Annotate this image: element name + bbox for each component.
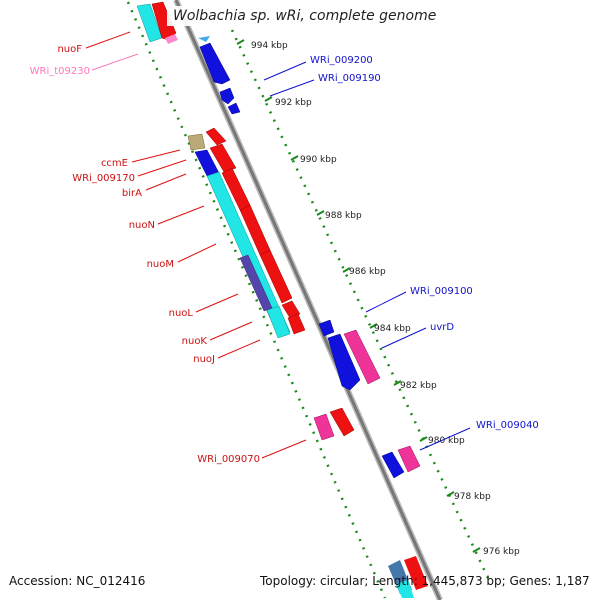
callout-WRi-t09230	[91, 53, 139, 71]
scale-label: 986 kbp	[349, 267, 386, 277]
callout-birA	[145, 173, 187, 191]
callout-uvrD	[381, 327, 427, 349]
feature-blue-tip[interactable]	[198, 36, 210, 42]
callout-WRi-009200	[263, 61, 307, 81]
gene-label-left[interactable]: WRi_t09230	[30, 66, 90, 77]
gene-label-right[interactable]: uvrD	[430, 322, 454, 333]
gene-label-right[interactable]: WRi_009190	[318, 73, 381, 84]
feature-WRi-009190[interactable]	[219, 87, 235, 105]
feature-bottom-red[interactable]	[404, 556, 428, 590]
scale-label: 982 kbp	[400, 381, 437, 391]
scale-ticks	[236, 39, 481, 553]
gene-label-left[interactable]: nuoF	[57, 44, 82, 55]
right-dotted-track	[230, 29, 490, 579]
left-dotted-track	[126, 1, 387, 599]
scale-tick	[264, 96, 273, 102]
callout-nuoN	[157, 205, 205, 225]
feature-red-upper2[interactable]	[209, 143, 237, 173]
scale-tick	[290, 155, 299, 161]
callout-WRi-009190	[269, 79, 315, 97]
gene-label-left[interactable]: birA	[122, 188, 142, 199]
gene-label-right[interactable]: WRi_009100	[410, 286, 473, 297]
genome-backbone	[174, 0, 442, 600]
scale-label: 976 kbp	[483, 547, 520, 557]
accession-label: Accession: NC_012416	[9, 574, 146, 588]
gene-label-right[interactable]: WRi_009040	[476, 420, 539, 431]
callout-nuoF	[85, 31, 131, 49]
feature-WRi-009200[interactable]	[199, 42, 231, 85]
gene-label-left[interactable]: nuoM	[147, 259, 174, 270]
feature-WRi-009070-red[interactable]	[329, 407, 355, 437]
gene-label-left[interactable]: nuoL	[169, 308, 194, 319]
scale-tick	[446, 491, 455, 497]
callout-WRi-009040	[419, 427, 471, 451]
callout-nuoK	[209, 321, 253, 341]
scale-label: 984 kbp	[374, 324, 411, 334]
callout-ccmE	[131, 149, 181, 163]
scale-tick	[393, 380, 402, 386]
scale-label: 978 kbp	[454, 492, 491, 502]
scale-label: 990 kbp	[300, 155, 337, 165]
feature-WRi-009040-pink[interactable]	[397, 445, 421, 473]
feature-ccmE[interactable]	[187, 133, 206, 151]
gene-label-left[interactable]: WRi_009170	[72, 173, 135, 184]
feature-uvrD-blue[interactable]	[327, 333, 361, 391]
feature-nuoL[interactable]	[259, 249, 293, 304]
feature-WRi-009100[interactable]	[318, 319, 335, 337]
feature-WRi-009070-pink[interactable]	[313, 413, 335, 441]
feature-nuo-cyan-end[interactable]	[266, 305, 291, 339]
callout-nuoL	[195, 293, 239, 313]
callout-nuoJ	[217, 339, 261, 359]
callout-WRi-009070	[261, 439, 307, 459]
scale-label: 994 kbp	[251, 41, 288, 51]
feature-nuoL-purple[interactable]	[239, 254, 273, 312]
topology-label: Topology: circular; Length: 1,445,873 bp…	[260, 574, 590, 588]
feature-nuoK[interactable]	[281, 300, 301, 319]
callout-nuoM	[177, 243, 217, 263]
feature-red-upper[interactable]	[205, 127, 227, 146]
scale-tick	[342, 267, 351, 273]
scale-tick	[369, 323, 378, 329]
gene-label-left[interactable]: nuoN	[129, 220, 155, 231]
scale-labels: 994 kbp 992 kbp 990 kbp 988 kbp 986 kbp …	[251, 41, 520, 557]
gene-label-left[interactable]: ccmE	[101, 158, 128, 169]
feature-nuoJ[interactable]	[287, 313, 306, 335]
gene-label-left[interactable]: nuoJ	[193, 354, 215, 365]
map-title: Wolbachia sp. wRi, complete genome	[167, 6, 443, 26]
feature-blue-small[interactable]	[227, 102, 241, 115]
scale-tick	[419, 436, 428, 442]
scale-label: 980 kbp	[428, 436, 465, 446]
gene-label-left[interactable]: nuoK	[182, 336, 208, 347]
feature-uvrD-pink[interactable]	[343, 329, 381, 385]
scale-label: 988 kbp	[325, 211, 362, 221]
callout-WRi-009170	[137, 159, 187, 177]
feature-bottom-cyan[interactable]	[396, 580, 414, 598]
scale-tick	[316, 210, 325, 216]
feature-trna-top[interactable]	[165, 34, 178, 44]
callout-WRi-009100	[365, 291, 407, 313]
scale-label: 992 kbp	[275, 98, 312, 108]
feature-WRi-009040-blue[interactable]	[381, 451, 405, 479]
scale-tick	[472, 547, 481, 553]
scale-tick	[236, 39, 245, 45]
gene-label-right[interactable]: WRi_009200	[310, 55, 373, 66]
gene-label-left[interactable]: WRi_009070	[197, 454, 260, 465]
